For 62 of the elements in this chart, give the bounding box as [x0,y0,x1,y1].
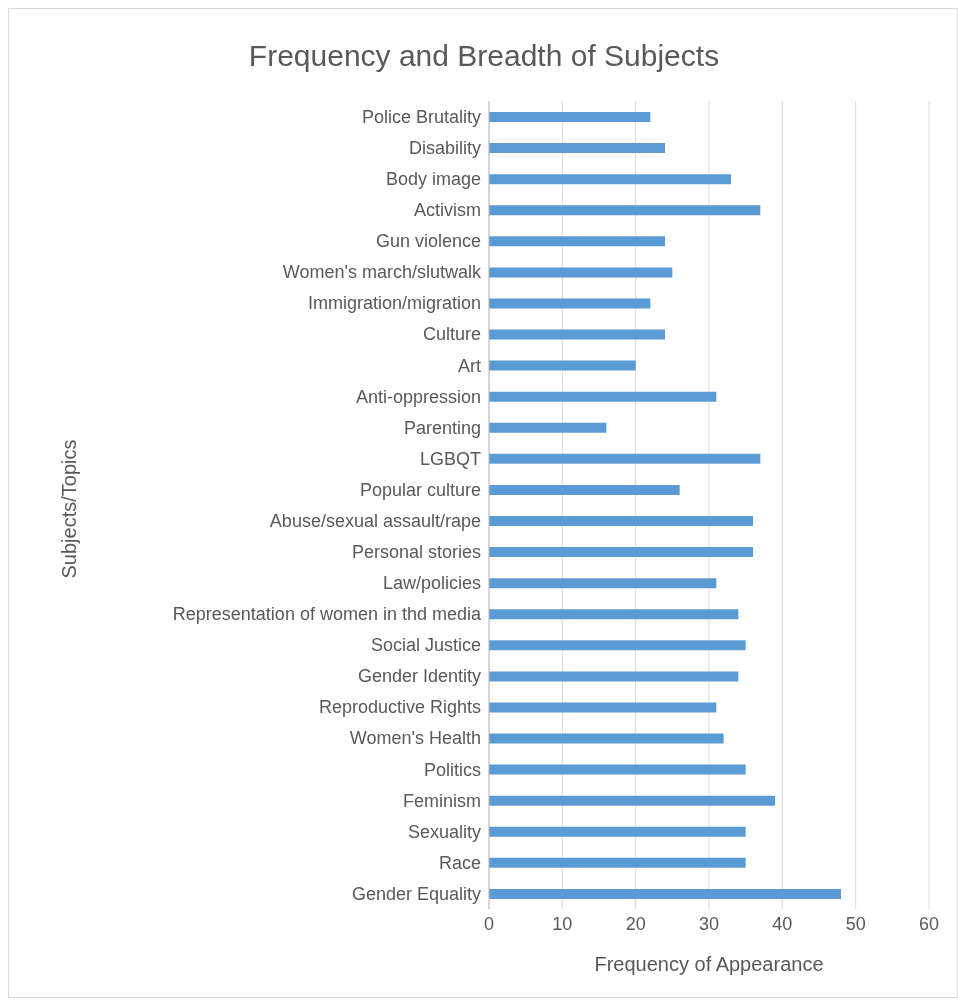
y-tick-label: Personal stories [351,542,481,563]
y-tick-label: Representation of women in thd media [172,604,482,625]
bar [489,422,607,433]
x-tick-label: 10 [552,913,573,934]
bar [489,764,746,775]
y-tick-label: Activism [414,200,481,221]
bar [489,329,665,340]
bar [489,391,717,402]
y-tick-label: LGBQT [419,448,481,469]
bar [489,888,841,899]
bar [489,112,651,122]
y-tick-label: Gun violence [375,231,481,252]
y-tick-label: Gender Equality [351,883,481,904]
bar [489,236,665,247]
y-tick-label: Immigration/migration [307,293,481,314]
y-tick-label: Culture [422,324,481,345]
y-axis-title: Subjects/Topics [57,439,81,579]
bar [489,143,665,154]
y-tick-label: Women's march/slutwalk [282,262,482,283]
bar [489,702,717,713]
chart-title: Frequency and Breadth of Subjects [247,39,721,73]
y-tick-label: Gender Identity [357,666,481,687]
bar [489,516,753,526]
bar [489,795,775,806]
bar [489,578,717,589]
bar [489,298,651,309]
y-tick-label: Disability [408,138,481,159]
bar [489,547,753,558]
x-tick-label: 60 [918,913,940,934]
bar [489,609,739,620]
bar [489,857,746,868]
x-axis-title: Frequency of Appearance [593,953,825,976]
y-tick-label: Politics [423,759,481,780]
bar [489,733,724,744]
x-tick-label: 0 [483,913,495,934]
bar [489,360,636,371]
bar [489,267,673,278]
y-tick-label: Police Brutality [361,106,481,127]
y-tick-label: Abuse/sexual assault/rape [269,510,481,531]
y-tick-label: Law/policies [382,573,481,594]
y-tick-label: Race [438,852,481,873]
y-tick-label: Popular culture [359,479,481,500]
bar [489,205,761,216]
bar [489,453,761,464]
x-tick-label: 50 [845,913,866,934]
y-tick-label: Body image [385,169,481,190]
bar [489,174,731,185]
bar [489,484,680,495]
y-tick-label: Social Justice [370,635,481,656]
x-tick-label: 20 [625,913,646,934]
y-tick-label: Anti-oppression [355,386,481,407]
x-tick-label: 30 [698,913,720,934]
x-tick-label: 40 [772,913,793,934]
y-tick-label: Parenting [403,417,481,438]
bar [489,671,739,682]
y-tick-label: Women's Health [349,728,481,749]
y-tick-label: Sexuality [407,821,481,842]
y-tick-label: Reproductive Rights [318,697,481,718]
bar [489,640,746,651]
y-tick-label: Feminism [402,790,481,811]
bar [489,826,746,837]
y-tick-label: Art [457,355,481,376]
